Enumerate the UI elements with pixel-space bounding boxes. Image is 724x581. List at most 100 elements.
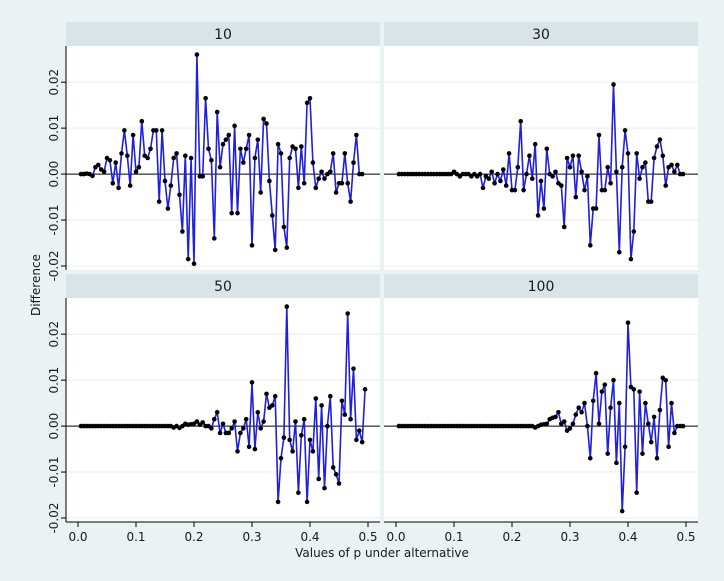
data-point	[524, 171, 529, 177]
data-point	[599, 389, 605, 394]
data-point	[194, 419, 200, 424]
x-tick-label: 0.5	[358, 530, 377, 544]
y-axis-title: Difference	[29, 254, 43, 316]
panel-100: 100 0.0 0.1 0.2 0.3 0.4 0.5	[384, 274, 698, 544]
data-point	[275, 499, 281, 505]
data-point	[515, 164, 521, 170]
data-point	[345, 311, 351, 316]
data-point	[619, 508, 625, 514]
data-point	[590, 398, 596, 404]
data-point	[90, 173, 95, 179]
data-point	[564, 155, 570, 161]
data-point	[209, 157, 214, 163]
data-point	[232, 123, 237, 129]
data-point	[217, 430, 223, 436]
data-point	[588, 455, 593, 461]
data-point	[585, 174, 590, 179]
data-point	[229, 210, 234, 216]
x-tick-label: 0.4	[618, 530, 637, 544]
data-point	[605, 451, 610, 456]
data-point	[156, 199, 162, 204]
data-point	[246, 132, 252, 138]
plot-area	[66, 46, 380, 270]
panel-strip	[384, 274, 698, 298]
data-point	[261, 419, 266, 424]
data-point	[191, 261, 197, 267]
data-point	[596, 132, 602, 138]
data-point	[203, 95, 208, 101]
data-point	[631, 229, 637, 234]
data-point	[672, 169, 677, 175]
data-point	[241, 426, 246, 431]
data-point	[319, 169, 324, 175]
data-point	[267, 178, 272, 184]
x-tick-label: 0.0	[386, 530, 405, 544]
data-point	[480, 185, 486, 191]
data-point	[293, 419, 298, 424]
x-tick-label: 0.1	[126, 530, 145, 544]
data-point	[345, 180, 351, 186]
data-point	[110, 180, 116, 186]
data-point	[304, 100, 310, 106]
data-point	[588, 243, 593, 248]
x-tick-label: 0.3	[242, 530, 261, 544]
data-point	[296, 490, 301, 496]
data-point	[521, 187, 526, 193]
data-point	[535, 213, 541, 218]
y-tick-label: -0.02	[47, 250, 61, 281]
x-tick-label: 0.1	[444, 530, 463, 544]
data-point	[640, 164, 645, 170]
data-point	[322, 176, 327, 181]
plot-area	[384, 46, 698, 270]
data-point	[316, 476, 322, 482]
data-point	[602, 382, 608, 388]
data-point	[310, 449, 316, 454]
data-point	[669, 400, 674, 406]
data-point	[666, 444, 671, 450]
data-point	[258, 190, 264, 195]
data-point	[127, 183, 133, 188]
data-point	[119, 151, 124, 156]
data-point	[354, 132, 359, 138]
data-point	[252, 446, 258, 452]
data-point	[663, 377, 668, 383]
data-point	[322, 485, 327, 491]
data-point	[232, 419, 237, 424]
data-point	[625, 320, 631, 325]
data-point	[214, 109, 220, 115]
data-point	[325, 423, 330, 429]
data-point	[299, 432, 304, 438]
data-point	[625, 151, 631, 156]
data-point	[307, 95, 313, 101]
data-point	[680, 423, 686, 429]
data-point	[593, 206, 599, 211]
data-point	[651, 414, 657, 420]
data-point	[608, 180, 613, 186]
data-point	[264, 121, 269, 126]
data-point	[672, 430, 677, 436]
data-point	[214, 409, 220, 415]
data-point	[226, 430, 232, 436]
data-point	[270, 403, 275, 408]
data-point	[249, 243, 255, 248]
data-point	[299, 144, 304, 149]
data-point	[622, 444, 628, 450]
data-point	[171, 155, 176, 161]
data-point	[530, 176, 535, 181]
data-point	[116, 185, 121, 191]
data-point	[559, 183, 564, 188]
data-point	[290, 449, 295, 454]
data-point	[330, 151, 336, 156]
data-point	[573, 194, 579, 200]
data-point	[579, 169, 584, 175]
data-point	[342, 412, 348, 417]
y-tick-label: 0.01	[47, 115, 61, 142]
data-point	[252, 155, 258, 161]
data-point	[159, 128, 165, 133]
panel-10: 10 -0.02 -0.01 0.00 0.01 0.02	[47, 22, 380, 282]
data-point	[217, 164, 223, 170]
data-point	[348, 416, 353, 422]
data-point	[495, 171, 500, 177]
data-point	[561, 419, 567, 424]
data-point	[174, 151, 179, 156]
